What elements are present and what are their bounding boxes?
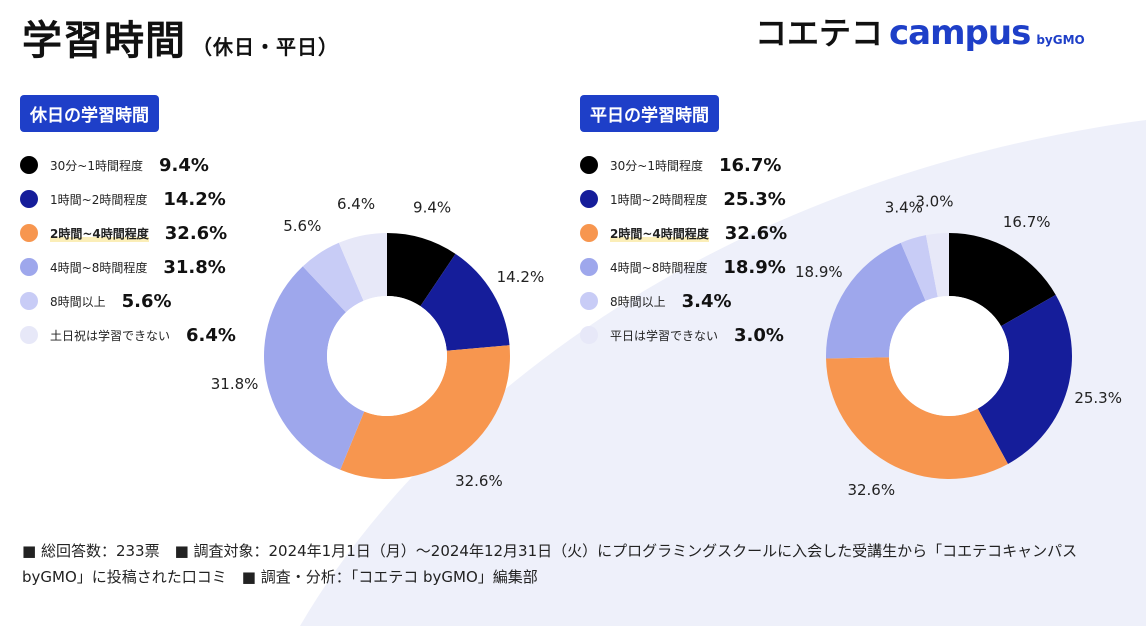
legend-swatch — [20, 190, 38, 208]
holiday-legend: 30分~1時間程度 9.4% 1時間~2時間程度 14.2% 2時間~4時間程度 32.6… — [20, 148, 236, 352]
data-label: 3.0% — [915, 193, 953, 211]
legend-item: 平日は学習できない 3.0% — [580, 318, 787, 352]
data-label: 9.4% — [413, 199, 451, 217]
legend-label: 8時間以上 — [610, 294, 666, 309]
data-label: 32.6% — [455, 472, 503, 490]
data-label: 18.9% — [795, 263, 843, 281]
legend-label: 8時間以上 — [50, 294, 106, 309]
legend-item: 2時間~4時間程度 32.6% — [20, 216, 236, 250]
legend-swatch — [20, 156, 38, 174]
logo-en: campus — [889, 13, 1031, 53]
legend-item: 30分~1時間程度 9.4% — [20, 148, 236, 182]
legend-swatch — [580, 190, 598, 208]
legend-label: 30分~1時間程度 — [610, 158, 703, 173]
donut-slice — [264, 266, 365, 470]
donut-slice — [900, 235, 938, 301]
legend-swatch — [20, 326, 38, 344]
legend-label: 2時間~4時間程度 — [610, 224, 709, 242]
legend-value: 9.4% — [158, 154, 209, 176]
legend-swatch — [580, 292, 598, 310]
weekday-chart-title: 平日の学習時間 — [580, 95, 719, 132]
legend-label: 平日は学習できない — [610, 328, 719, 343]
donut-slice — [338, 233, 387, 301]
donut-slice — [302, 242, 364, 313]
legend-swatch — [20, 258, 38, 276]
weekday-legend: 30分~1時間程度 16.7% 1時間~2時間程度 25.3% 2時間~4時間程度 32.… — [580, 148, 787, 352]
legend-item: 8時間以上 5.6% — [20, 284, 236, 318]
data-label: 32.6% — [847, 481, 895, 499]
legend-value: 14.2% — [163, 188, 226, 210]
legend-value: 16.7% — [718, 154, 782, 176]
donut-slice — [826, 242, 926, 359]
legend-value: 18.9% — [723, 256, 786, 278]
data-label: 6.4% — [337, 195, 375, 213]
legend-item: 4時間~8時間程度 31.8% — [20, 250, 236, 284]
legend-swatch — [580, 258, 598, 276]
legend-item: 8時間以上 3.4% — [580, 284, 787, 318]
data-label: 3.4% — [885, 199, 923, 217]
donut-slice — [387, 233, 456, 307]
legend-swatch — [580, 156, 598, 174]
legend-label: 2時間~4時間程度 — [50, 224, 149, 242]
donut-slice — [420, 253, 510, 351]
data-label: 25.3% — [1074, 389, 1122, 407]
legend-label: 4時間~8時間程度 — [610, 260, 708, 275]
legend-value: 32.6% — [724, 222, 788, 244]
footer-note: ■ 総回答数：233票 ■ 調査対象：2024年1月1日（月）〜2024年12月… — [22, 542, 1078, 586]
legend-value: 32.6% — [164, 222, 228, 244]
donut-slice — [340, 345, 511, 480]
donut-slice — [977, 294, 1072, 464]
data-label: 5.6% — [283, 217, 321, 235]
legend-swatch — [20, 292, 38, 310]
logo: コエテコ campus byGMO — [755, 8, 1085, 54]
logo-jp: コエテコ — [755, 14, 884, 52]
legend-swatch — [20, 224, 38, 242]
donut-slice — [826, 357, 1008, 479]
data-label: 16.7% — [1003, 213, 1051, 231]
donut-slice — [949, 233, 1056, 327]
legend-item: 土日祝は学習できない 6.4% — [20, 318, 236, 352]
legend-label: 土日祝は学習できない — [50, 328, 171, 343]
page-title: 学習時間 （休日・平日） — [22, 18, 339, 64]
legend-label: 1時間~2時間程度 — [50, 192, 148, 207]
donut-hole — [889, 296, 1009, 416]
legend-label: 30分~1時間程度 — [50, 158, 143, 173]
page-subtitle: （休日・平日） — [192, 35, 339, 59]
legend-value: 6.4% — [186, 324, 236, 346]
legend-value: 3.0% — [734, 324, 784, 346]
data-label: 14.2% — [497, 268, 545, 286]
legend-item: 2時間~4時間程度 32.6% — [580, 216, 787, 250]
legend-item: 4時間~8時間程度 18.9% — [580, 250, 787, 284]
legend-value: 31.8% — [163, 256, 226, 278]
legend-item: 30分~1時間程度 16.7% — [580, 148, 787, 182]
legend-value: 25.3% — [723, 188, 786, 210]
legend-item: 1時間~2時間程度 25.3% — [580, 182, 787, 216]
legend-label: 1時間~2時間程度 — [610, 192, 708, 207]
holiday-chart-title: 休日の学習時間 — [20, 95, 159, 132]
legend-swatch — [580, 326, 598, 344]
legend-value: 3.4% — [681, 290, 732, 312]
legend-value: 5.6% — [121, 290, 172, 312]
data-label: 31.8% — [211, 375, 259, 393]
legend-swatch — [580, 224, 598, 242]
logo-by: byGMO — [1036, 33, 1085, 47]
legend-item: 1時間~2時間程度 14.2% — [20, 182, 236, 216]
legend-label: 4時間~8時間程度 — [50, 260, 148, 275]
donut-slice — [925, 233, 949, 298]
donut-hole — [327, 296, 447, 416]
